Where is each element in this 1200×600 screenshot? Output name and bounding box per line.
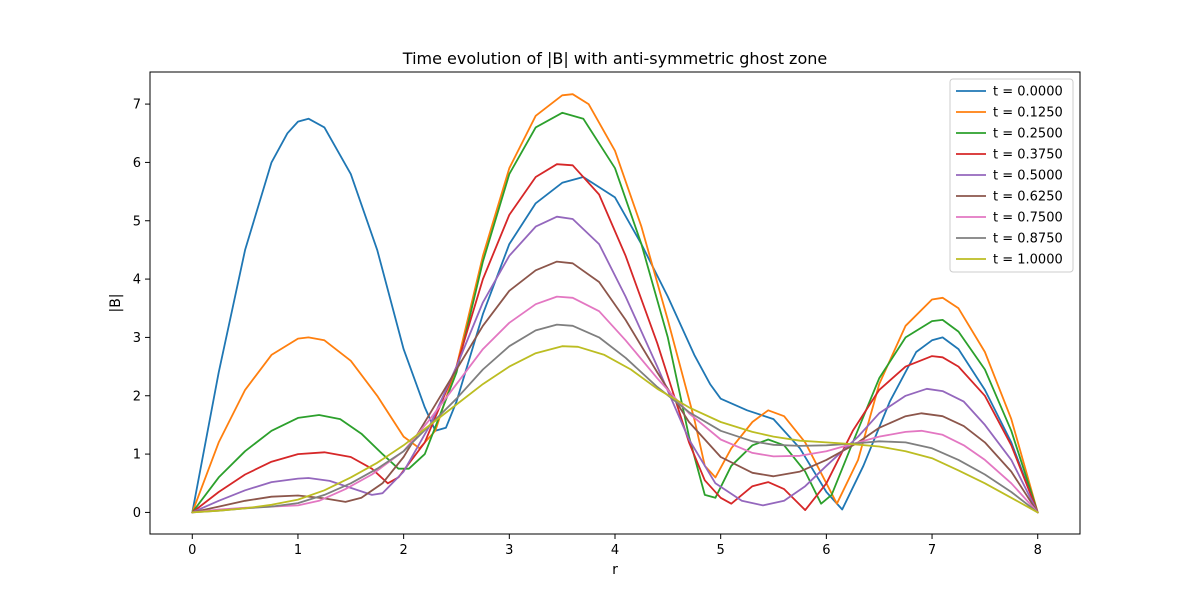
- chart-title: Time evolution of |B| with anti-symmetri…: [402, 49, 827, 68]
- x-tick-label: 4: [611, 543, 619, 558]
- x-tick-label: 3: [505, 543, 513, 558]
- x-tick-label: 1: [294, 543, 302, 558]
- series-line-3: [191, 163, 1039, 514]
- legend-label-6: t = 0.7500: [993, 211, 1063, 226]
- y-tick-label: 1: [133, 448, 141, 463]
- legend-label-3: t = 0.3750: [993, 148, 1063, 163]
- y-tick-label: 3: [133, 331, 141, 346]
- series-line-5: [191, 260, 1039, 514]
- legend-label-0: t = 0.0000: [993, 85, 1063, 100]
- legend-label-7: t = 0.8750: [993, 232, 1063, 247]
- x-tick-label: 2: [399, 543, 407, 558]
- series-layer: [191, 93, 1039, 514]
- y-tick-label: 7: [133, 98, 141, 113]
- y-tick-label: 0: [133, 506, 141, 521]
- legend-items: t = 0.0000 t = 0.1250 t = 0.2500 t = 0.3750…: [956, 85, 1063, 268]
- series-line-8: [191, 345, 1039, 514]
- y-tick-label: 2: [133, 389, 141, 404]
- legend-label-5: t = 0.6250: [993, 190, 1063, 205]
- series-line-6: [191, 295, 1039, 514]
- plot-area: 0 1 2 3 4 5 6 7 8 0 1 2 3 4 5 6 7: [133, 71, 1081, 558]
- y-axis-ticks: 0 1 2 3 4 5 6 7: [133, 98, 150, 521]
- plot-frame: [149, 71, 1081, 535]
- legend-label-8: t = 1.0000: [993, 253, 1063, 268]
- y-tick-label: 4: [133, 273, 141, 288]
- x-tick-label: 7: [928, 543, 936, 558]
- y-tick-label: 5: [133, 214, 141, 229]
- legend-box: [949, 78, 1074, 273]
- series-line-0: [191, 117, 1039, 514]
- x-tick-label: 8: [1034, 543, 1042, 558]
- x-tick-label: 5: [717, 543, 725, 558]
- series-line-7: [191, 323, 1039, 514]
- legend-label-1: t = 0.1250: [993, 106, 1063, 121]
- legend-label-2: t = 0.2500: [993, 127, 1063, 142]
- x-tick-label: 6: [822, 543, 830, 558]
- x-axis-ticks: 0 1 2 3 4 5 6 7 8: [188, 534, 1042, 558]
- series-line-4: [191, 215, 1039, 514]
- legend-label-4: t = 0.5000: [993, 169, 1063, 184]
- y-axis-label: |B|: [108, 293, 124, 312]
- legend: t = 0.0000 t = 0.1250 t = 0.2500 t = 0.3750…: [949, 78, 1074, 273]
- x-axis-label: r: [612, 562, 618, 578]
- series-line-2: [191, 111, 1039, 514]
- y-tick-label: 6: [133, 156, 141, 171]
- x-tick-label: 0: [188, 543, 196, 558]
